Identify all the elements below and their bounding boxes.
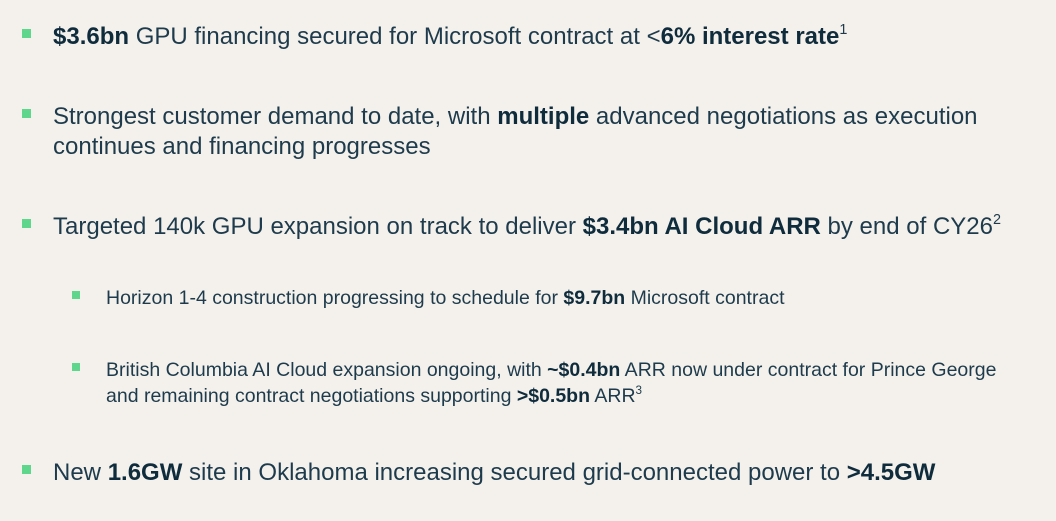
bullet-marker xyxy=(22,29,31,38)
bold-text: multiple xyxy=(497,103,590,130)
text: advanced negotiations as execution conti… xyxy=(53,103,978,160)
bold-text: $3.6bn xyxy=(53,23,130,50)
footnote-ref: 3 xyxy=(635,383,643,397)
text: by end of CY26 xyxy=(820,213,993,240)
text: GPU financing secured for Microsoft cont… xyxy=(129,23,661,50)
bold-text: >4.5GW xyxy=(846,459,936,486)
bullet-marker xyxy=(72,363,80,371)
bullet-text: Targeted 140k GPU expansion on track to … xyxy=(53,212,1028,242)
bullet-marker xyxy=(22,219,31,228)
bold-text: 6% interest rate xyxy=(660,23,840,50)
bold-text: ~$0.4bn xyxy=(547,359,621,381)
bullet-marker xyxy=(22,465,31,474)
text: British Columbia AI Cloud expansion ongo… xyxy=(106,359,548,381)
footnote-ref: 1 xyxy=(839,21,848,38)
bullet-marker xyxy=(22,109,31,118)
text: Targeted 140k GPU expansion on track to … xyxy=(53,213,583,240)
text: ARR now under contract for Prince George… xyxy=(106,359,997,407)
bullet-text: Strongest customer demand to date, with … xyxy=(53,102,1028,162)
bullet-text: British Columbia AI Cloud expansion ongo… xyxy=(106,357,1021,409)
text: ARR xyxy=(590,385,636,407)
text: Microsoft contract xyxy=(625,287,785,309)
text: Horizon 1-4 construction progressing to … xyxy=(106,287,564,309)
bold-text: $9.7bn xyxy=(563,287,626,309)
bold-text: 1.6GW xyxy=(107,459,183,486)
bullet-text: $3.6bn GPU financing secured for Microso… xyxy=(53,22,1028,52)
text: Strongest customer demand to date, with xyxy=(53,103,498,130)
text: New xyxy=(53,459,108,486)
bullet-text: Horizon 1-4 construction progressing to … xyxy=(106,285,1021,311)
bold-text: $3.4bn AI Cloud ARR xyxy=(582,213,821,240)
text: site in Oklahoma increasing secured grid… xyxy=(182,459,847,486)
bullet-marker xyxy=(72,291,80,299)
footnote-ref: 2 xyxy=(993,211,1002,228)
bold-text: >$0.5bn xyxy=(516,385,591,407)
bullet-text: New 1.6GW site in Oklahoma increasing se… xyxy=(53,458,1028,488)
